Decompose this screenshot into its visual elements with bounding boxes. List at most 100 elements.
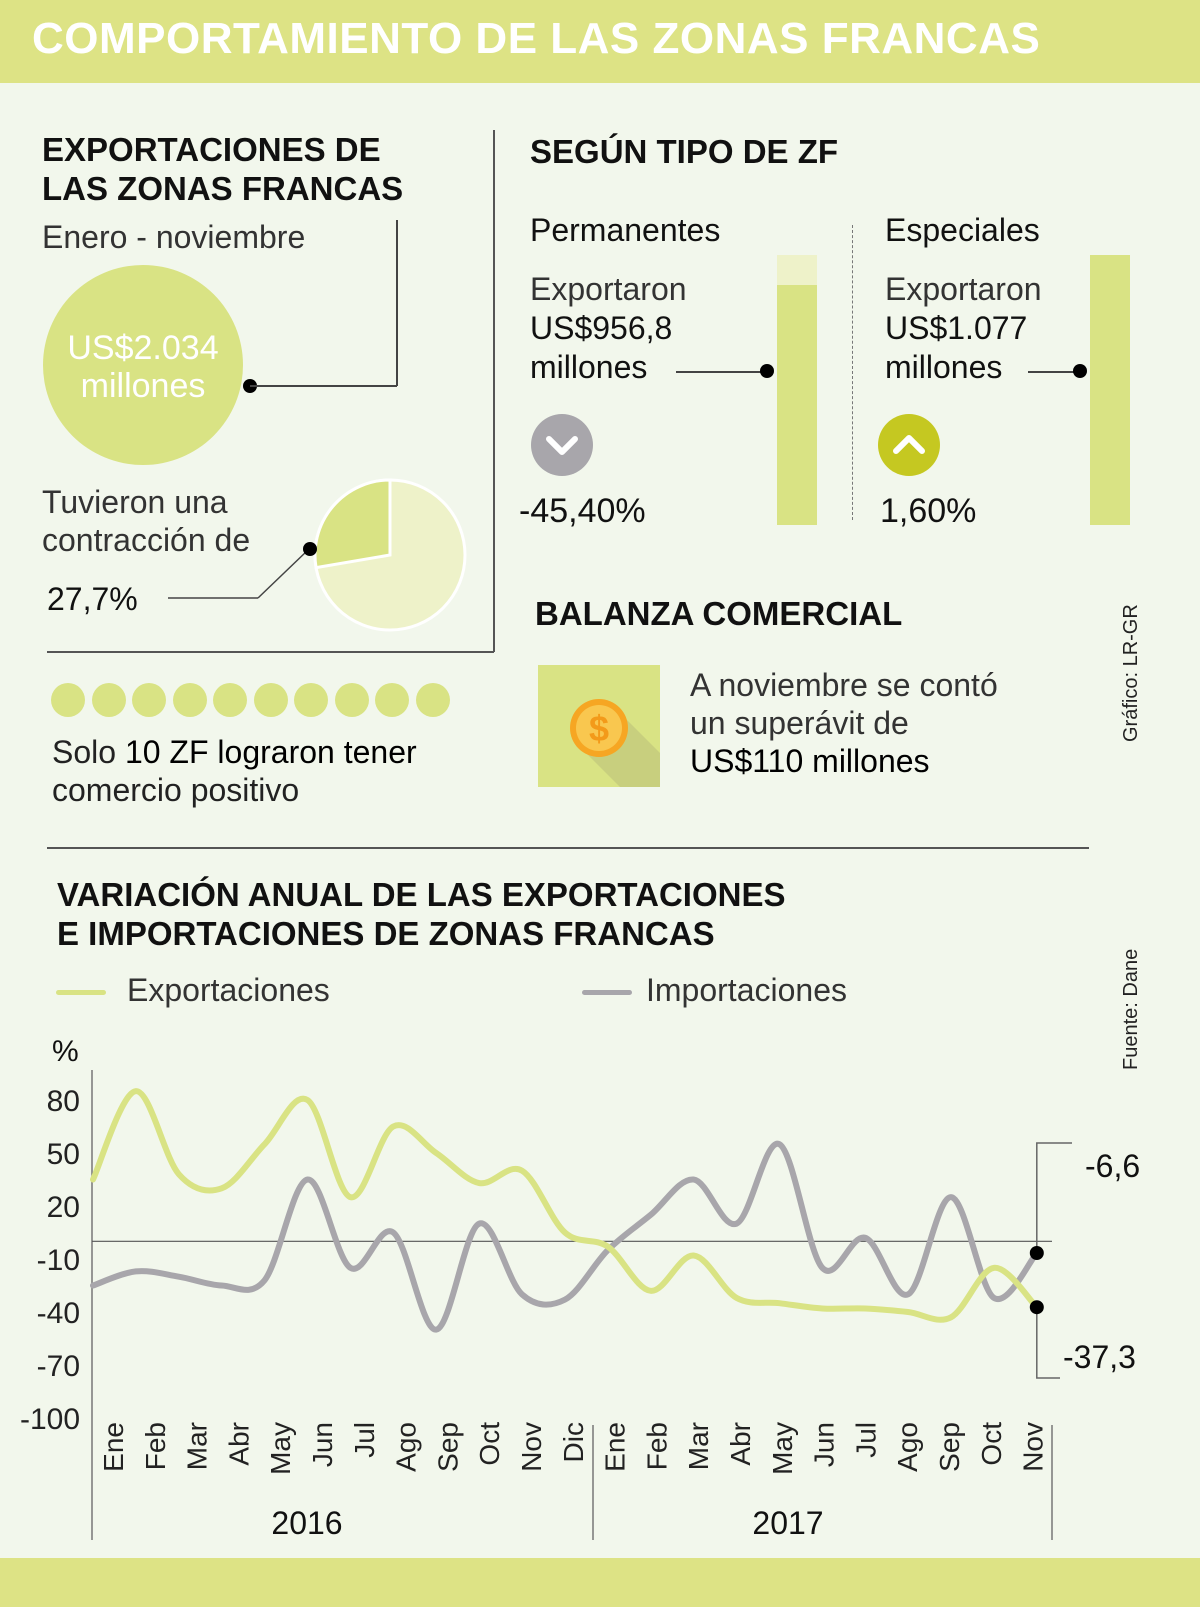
permanentes-bar (777, 255, 817, 525)
divider-horizontal (47, 651, 494, 653)
annotation-imports-last: -6,6 (1085, 1148, 1141, 1184)
balanza-line3: US$110 millones (690, 743, 930, 779)
exports-amount-circle: US$2.034 millones (43, 265, 243, 465)
x-tick-label-month: Ene (98, 1422, 129, 1472)
y-tick-label: -70 (37, 1350, 80, 1383)
x-tick-label-month: Abr (223, 1422, 254, 1466)
permanentes-label: Permanentes (530, 212, 721, 248)
especiales-amount: US$1.077 (885, 310, 1028, 346)
pointer-line (676, 371, 768, 373)
x-tick-label-month: Sep (432, 1422, 463, 1472)
y-tick-label: -100 (20, 1403, 80, 1436)
positive-zf-text: Solo 10 ZF lograron tener comercio posit… (52, 733, 417, 809)
x-tick-label-month: Dic (558, 1422, 589, 1462)
x-year-label: 2017 (752, 1505, 823, 1541)
balanza-title: BALANZA COMERCIAL (535, 595, 903, 632)
pie-slice-contraction (313, 478, 392, 570)
zf-dot (415, 683, 450, 717)
annotation-line-imports (1036, 1142, 1072, 1253)
credit-grafico: Gráfico: LR-GR (1120, 604, 1142, 742)
x-tick-label-month: Oct (976, 1422, 1007, 1466)
x-tick-label-month: Nov (516, 1422, 547, 1472)
contraction-line2: contracción de (42, 522, 251, 558)
pointer-dot (760, 364, 774, 378)
zf-dot (294, 683, 328, 717)
chevron-up-icon (878, 414, 940, 476)
by-type-title: SEGÚN TIPO DE ZF (530, 133, 839, 170)
zf-dot (334, 683, 369, 717)
exports-amount-unit: millones (80, 367, 206, 405)
zf-dot (375, 683, 409, 717)
page-title: COMPORTAMIENTO DE LAS ZONAS FRANCAS (32, 14, 1041, 63)
chart-title-line1: VARIACIÓN ANUAL DE LAS EXPORTACIONES (57, 876, 786, 913)
dollar-coin-icon: $ (538, 665, 660, 787)
y-tick-label: -10 (37, 1244, 80, 1277)
positive-zf-bold: 10 ZF lograron tener (124, 734, 417, 770)
divider-dashed (852, 225, 853, 520)
line-chart: 80 50 20 -10 -40 -70 -100 Ene Feb Mar Abr May Jun Jul… (20, 1070, 1072, 1541)
exports-line (90, 1088, 1040, 1323)
balanza-line2: un superávit de (690, 705, 909, 741)
x-tick-label-month: Abr (725, 1422, 756, 1466)
x-tick-label-month: Ene (600, 1422, 631, 1472)
especiales-change: 1,60% (880, 492, 977, 530)
pie-pointer-line (257, 549, 309, 599)
x-tick-label-month: Jun (809, 1422, 840, 1467)
annotation-line-exports (1036, 1307, 1060, 1379)
x-tick-label-month: Jun (307, 1422, 338, 1467)
legend-label-imports: Importaciones (646, 972, 847, 1008)
divider-horizontal (47, 847, 1089, 849)
positive-zf-line2: comercio positivo (52, 772, 300, 808)
x-tick-label-month: Feb (140, 1422, 171, 1470)
permanentes-unit: millones (530, 349, 648, 385)
especiales-verb: Exportaron (885, 271, 1042, 307)
header-bar: COMPORTAMIENTO DE LAS ZONAS FRANCAS (0, 0, 1200, 83)
permanentes-verb: Exportaron (530, 271, 687, 307)
zf-dot (253, 683, 288, 717)
legend-label-exports: Exportaciones (127, 972, 330, 1008)
chart-title: VARIACIÓN ANUAL DE LAS EXPORTACIONES E I… (57, 875, 786, 953)
pointer-line (396, 220, 398, 386)
zf-dot (91, 683, 126, 717)
pointer-dot (1073, 364, 1087, 378)
svg-text:$: $ (589, 708, 609, 749)
exports-title-line1: EXPORTACIONES DE (42, 131, 381, 168)
y-tick-label: 20 (47, 1191, 80, 1224)
exports-period: Enero - noviembre (42, 219, 306, 255)
chart-title-line2: E IMPORTACIONES DE ZONAS FRANCAS (57, 915, 715, 952)
imports-last-point (1029, 1245, 1044, 1260)
contraction-line1: Tuvieron una (42, 484, 228, 520)
pointer-line (1028, 371, 1080, 373)
permanentes-amount: US$956,8 (530, 310, 673, 346)
zf-dot (51, 683, 85, 717)
especiales-bar-fill (1090, 255, 1130, 525)
footer-bar (0, 1558, 1200, 1607)
x-tick-label-month: Sep (934, 1422, 965, 1472)
especiales-unit: millones (885, 349, 1003, 385)
positive-zf-pre: Solo (52, 734, 125, 770)
x-tick-label-month: Oct (474, 1422, 505, 1466)
zf-dot (172, 683, 207, 717)
pointer-line (250, 385, 397, 387)
especiales-label: Especiales (885, 212, 1040, 248)
exports-title: EXPORTACIONES DE LAS ZONAS FRANCAS (42, 130, 403, 208)
especiales-bar (1090, 255, 1130, 525)
x-tick-label-month: Jul (850, 1422, 881, 1458)
x-tick-label-month: Jul (349, 1422, 380, 1458)
contraction-value: 27,7% (47, 581, 138, 617)
x-tick-label-month: Nov (1018, 1422, 1049, 1472)
y-tick-label: -40 (37, 1297, 80, 1330)
chevron-down-icon (531, 414, 593, 476)
x-tick-label-month: Ago (391, 1422, 422, 1472)
y-tick-label: 80 (47, 1085, 80, 1118)
contraction-pie (168, 478, 467, 632)
y-tick-label: 50 (47, 1138, 80, 1171)
x-tick-label-month: Mar (182, 1422, 213, 1470)
y-axis-unit: % (52, 1035, 79, 1068)
balanza-text: A noviembre se contó un superávit de US$… (690, 666, 998, 780)
contraction-text: Tuvieron una contracción de (42, 483, 250, 559)
divider-vertical (493, 130, 495, 652)
exports-amount: US$2.034 (67, 329, 219, 367)
imports-line (90, 1141, 1040, 1333)
permanentes-bar-fill (777, 284, 817, 525)
